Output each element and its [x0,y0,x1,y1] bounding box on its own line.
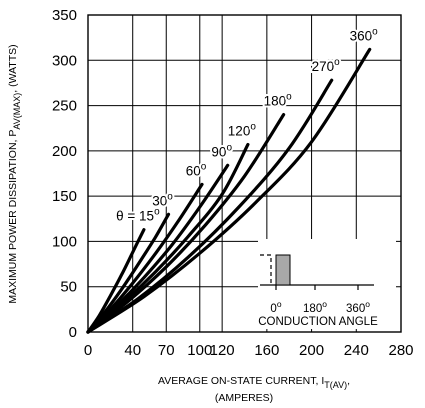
series-label-90: 90o [211,142,232,159]
series-line-180 [86,113,286,334]
series-label-15: θ = 15o [116,207,160,224]
x-axis-label: AVERAGE ON-STATE CURRENT, IT(AV), [158,375,350,390]
y-tick-label: 300 [52,52,77,69]
series-label-270: 270o [312,57,341,74]
x-tick-label: 280 [388,342,413,359]
x-tick-label: 160 [254,342,279,359]
x-tick-label: 120 [210,342,235,359]
series-label-360: 360o [350,26,379,43]
x-axis-label-units: (AMPERES) [215,392,273,404]
series-line-120 [86,142,250,334]
x-tick-label: 0 [84,342,92,359]
y-tick-label: 200 [52,143,77,160]
y-tick-label: 150 [52,188,77,205]
series-line-270 [86,78,334,334]
conduction-bar [275,254,291,286]
series-label-30: 30o [152,191,173,208]
y-tick-labels: 0 50 100 150 200 250 300 350 [52,7,77,341]
inset-tick-label: 360o [346,299,370,315]
curves [86,47,372,334]
x-tick-label: 240 [344,342,369,359]
y-tick-label: 250 [52,98,77,115]
y-tick-label: 0 [69,324,77,341]
series-label-180: 180o [264,92,293,109]
plot-frame [87,14,402,333]
x-tick-label: 100 [187,342,212,359]
y-tick-label: 100 [52,233,77,250]
series-label-120: 120o [228,122,257,139]
y-tick-label: 350 [52,7,77,24]
series-line-15 [86,228,146,334]
series-label-60: 60o [186,161,207,178]
y-tick-label: 50 [60,279,77,296]
inset-tick-label: 180o [303,299,327,315]
inset-dashed-step [260,254,272,285]
x-tick-label: 40 [124,342,141,359]
x-tick-label: 200 [299,342,324,359]
x-tick-label: 70 [158,342,175,359]
series-line-30 [86,212,171,334]
inset-tick-label: 0o [270,299,281,315]
y-axis-label: MAXIMUM POWER DISSIPATION, PAV(MAX), (WA… [7,44,22,303]
inset-caption: CONDUCTION ANGLE [258,316,378,328]
series-line-360 [86,47,372,334]
